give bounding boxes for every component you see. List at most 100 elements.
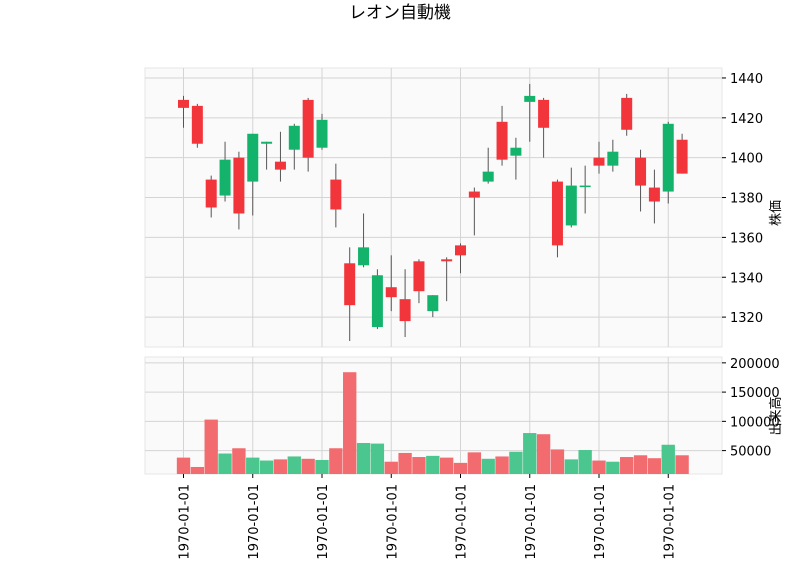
volume-bar-down [412,457,426,474]
volume-bar-down [232,448,246,474]
candle-body-up [565,185,577,226]
price-axis-label: 株価 [769,200,784,226]
volume-bar-up [218,453,232,474]
candle-body-down [676,139,688,174]
volume-bar-down [647,458,662,474]
volume-bar-up [426,455,440,474]
candle-body-down [205,179,217,208]
x-tick-label: 1970-01-01 [662,484,677,560]
volume-bar-down [204,419,218,474]
x-tick-label: 1970-01-01 [455,484,470,560]
price-tick-label: 1420 [730,112,763,127]
candle-body-up [427,295,439,312]
candle-body-up [662,123,674,192]
x-tick-label: 1970-01-01 [316,484,331,560]
candle-body-up [316,119,328,148]
x-tick-label: 1970-01-01 [524,484,539,560]
volume-bar-down [453,462,468,474]
x-tick-label: 1970-01-01 [385,484,400,560]
price-tick-label: 1440 [730,72,763,87]
volume-bar-down [536,434,551,474]
price-tick-label: 1320 [730,311,763,326]
price-panel: 1320 1340 1360 1380 1400 1420 1440 [144,67,763,348]
candle-body-up [371,275,383,328]
candle-body-down [274,161,286,170]
candle-body-down [330,179,342,210]
price-tick-label: 1380 [730,192,763,207]
volume-bar-down [620,457,634,474]
volume-bar-down [467,452,482,474]
candle-body-down [496,121,508,160]
volume-bar-up [259,460,274,474]
volume-bar-down [439,457,454,474]
volume-tick-label: 100000 [730,415,780,430]
price-tick-label: 1400 [730,152,763,167]
candle-body-down [178,99,189,108]
volume-bar-up [578,450,592,474]
volume-tick-label: 200000 [730,357,780,372]
candle-body-up [247,133,259,182]
volume-bar-up [661,444,675,474]
candle-body-up [607,151,619,166]
volume-bar-up [564,459,578,474]
volume-axis-label: 出来高 [768,396,784,435]
volume-bar-up [287,456,301,474]
candle-body-down [648,187,660,202]
x-tick-label: 1970-01-01 [247,484,262,560]
volume-panel: 50000 100000 150000 200000 [144,356,780,475]
volume-bar-down [301,458,315,474]
volume-bar-down [550,449,565,474]
candle-body-up [358,247,370,266]
volume-bar-up [356,442,371,474]
candle-body-up [261,141,273,144]
volume-bar-up [315,459,329,474]
candle-body-up [510,147,522,156]
volume-bar-down [273,459,288,474]
volume-bar-up [606,461,620,474]
candle-body-down [593,157,605,166]
candle-body-down [538,99,550,128]
volume-bar-down [343,372,357,474]
volume-bar-down [398,452,412,474]
candle-body-down [551,181,563,246]
volume-bar-down [495,456,509,474]
volume-bar-down [329,448,343,474]
candle-body-up [219,159,231,196]
volume-bar-up [509,451,523,474]
x-tick-label: 1970-01-01 [178,484,193,560]
volume-bar-down [592,460,606,474]
candle-body-down [385,287,397,298]
candle-body-down [344,263,356,306]
price-tick-label: 1360 [730,231,763,246]
volume-bar-down [384,461,398,474]
candle-body-down [621,97,633,130]
candle-body-down [302,99,314,158]
candle-body-up [482,171,494,182]
candle-body-down [413,261,425,292]
candle-body-up [288,125,300,150]
volume-bar-up [370,443,385,474]
volume-bar-down [190,466,205,474]
candle-body-up [579,185,591,188]
candle-body-down [635,157,647,186]
candle-body-down [191,105,203,144]
candle-body-down [468,191,480,198]
volume-tick-label: 50000 [730,445,771,460]
volume-bar-down [675,455,689,474]
candle-body-down [441,259,453,262]
volume-bar-down [633,455,648,474]
candle-body-down [399,299,411,322]
candle-body-down [233,157,245,214]
volume-tick-label: 150000 [730,386,780,401]
candle-body-up [524,95,536,102]
volume-bar-up [481,458,495,474]
volume-bar-up [246,457,260,474]
x-axis: 1970-01-01 1970-01-01 1970-01-01 1970-01-01… [178,474,677,560]
price-tick-label: 1340 [730,271,763,286]
volume-bar-down [176,457,191,474]
candle-body-down [455,245,466,256]
volume-bar-up [523,433,537,474]
x-tick-label: 1970-01-01 [593,484,608,560]
chart-title: レオン自動機 [349,3,451,23]
